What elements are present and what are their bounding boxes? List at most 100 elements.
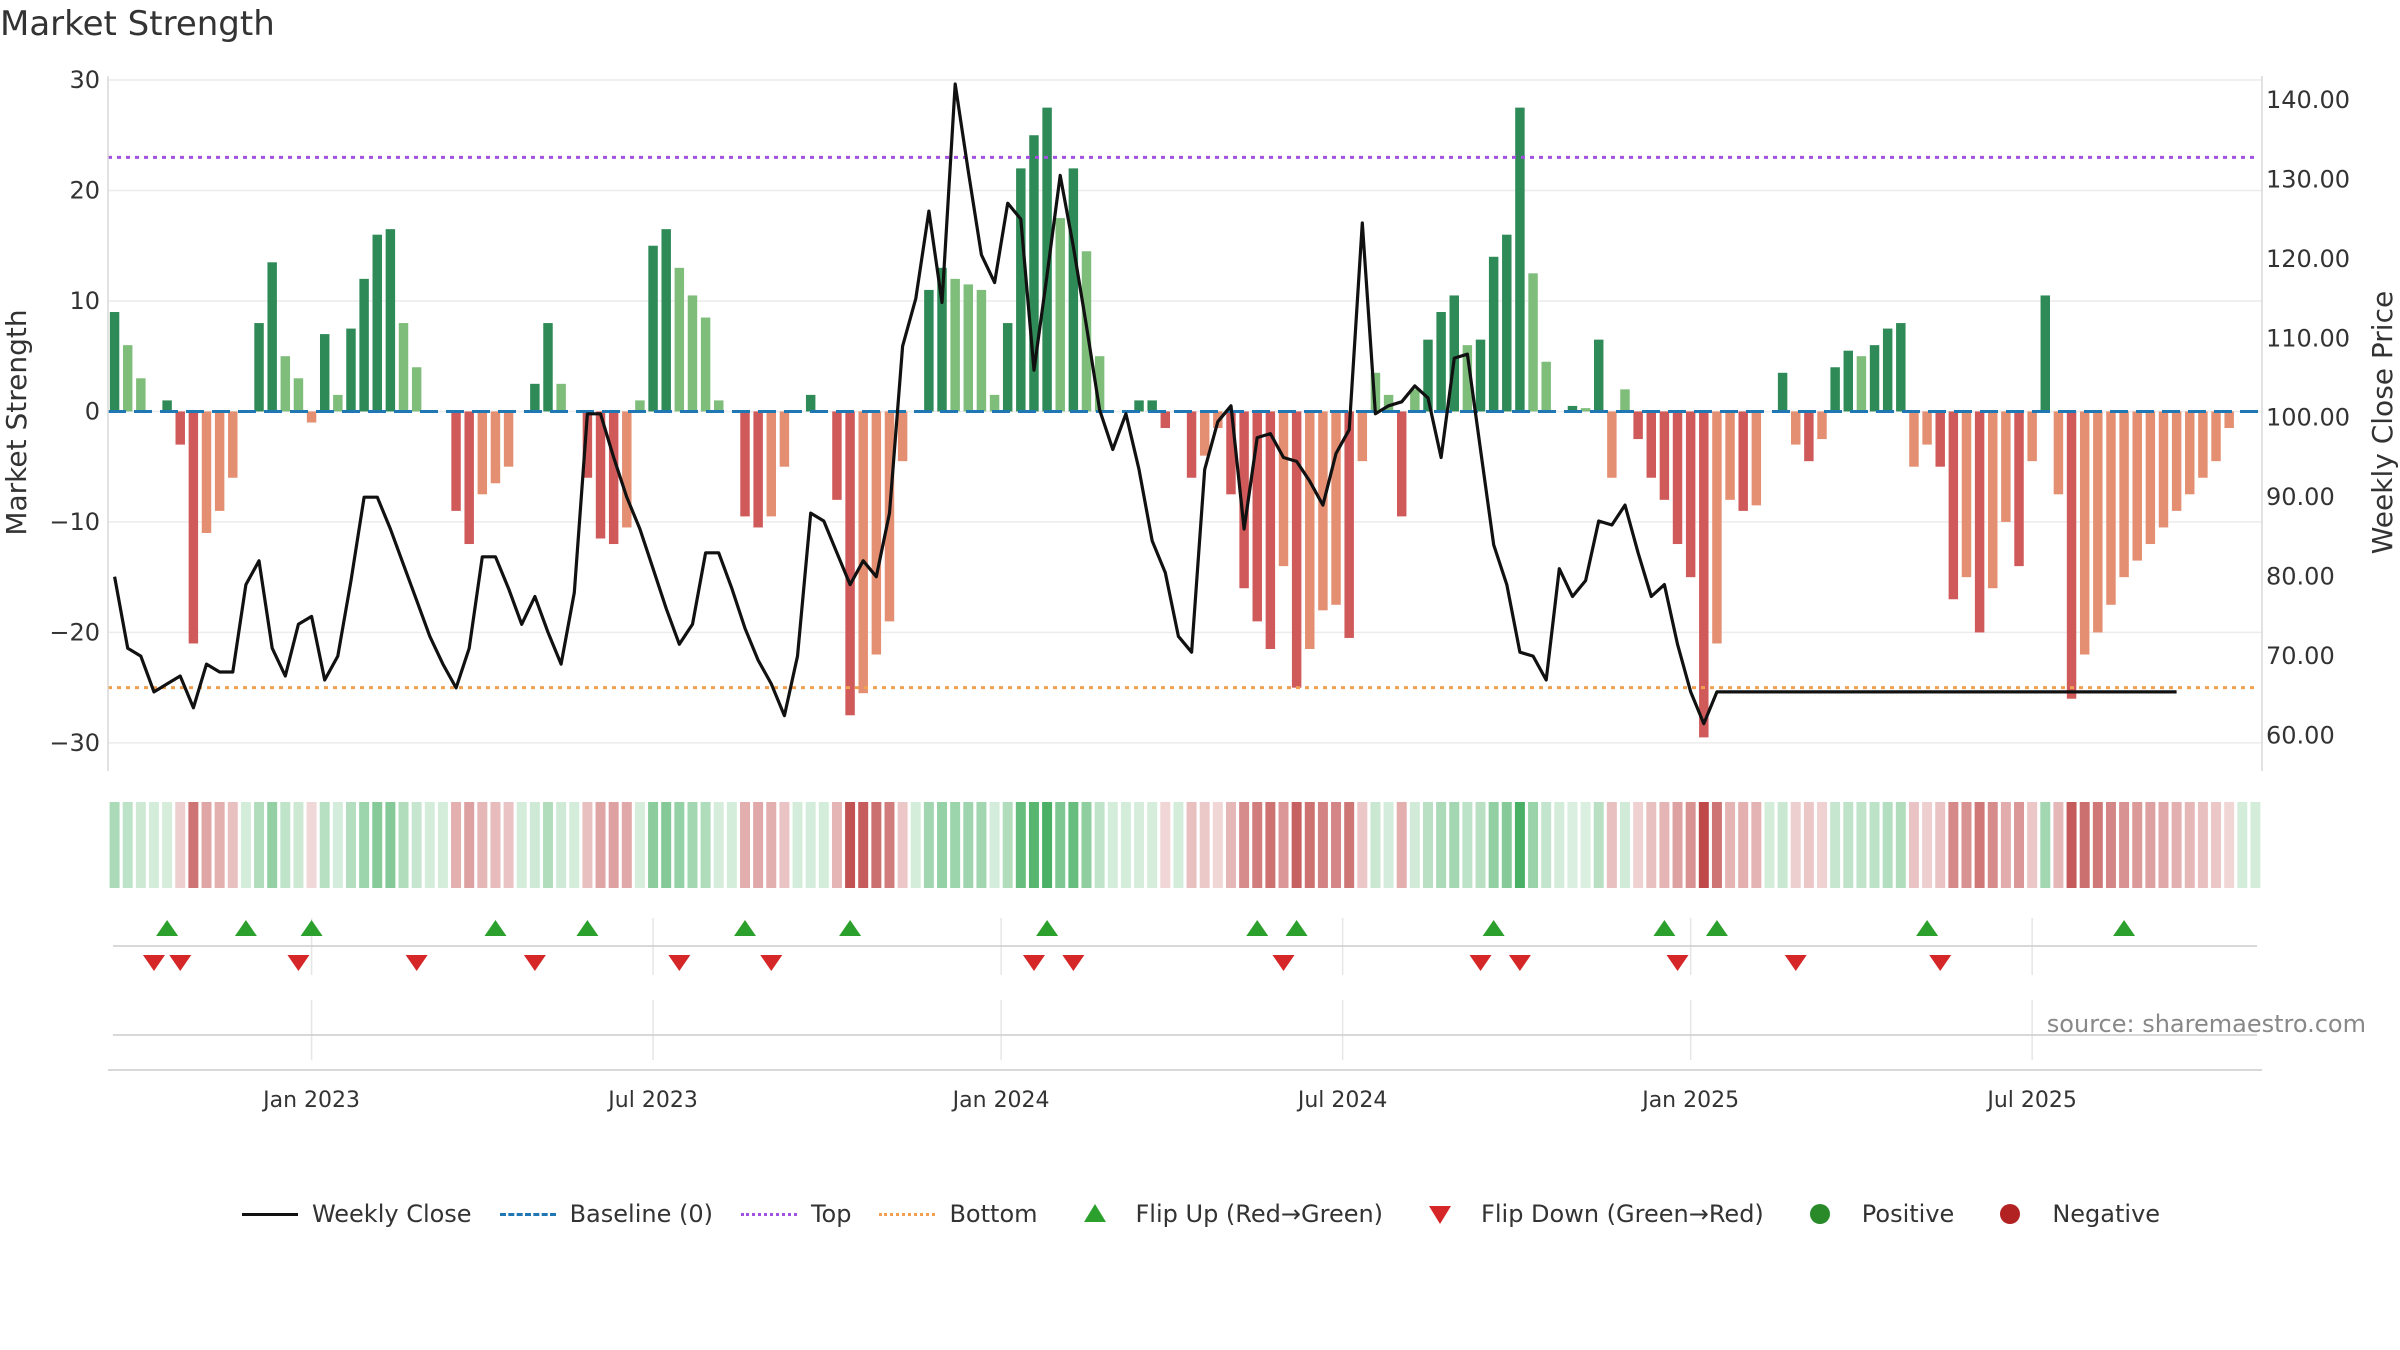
negative-bar — [490, 411, 501, 484]
positive-bar — [1830, 367, 1840, 412]
heat-cell — [437, 802, 448, 888]
legend-label: Weekly Close — [311, 1200, 472, 1228]
heat-cell — [1370, 802, 1381, 888]
heat-cell — [1291, 802, 1302, 888]
heat-cell — [240, 802, 251, 888]
positive-bar — [937, 267, 947, 412]
heat-cell — [2211, 802, 2222, 888]
red-circle-icon — [1980, 1202, 2040, 1226]
heat-cell — [1252, 802, 1263, 888]
positive-bar — [280, 356, 291, 412]
y2-tick-label: 110.00 — [2266, 324, 2350, 352]
heat-cell — [2145, 802, 2156, 888]
heat-cell — [569, 802, 580, 888]
negative-bar — [1659, 411, 1670, 500]
heat-cell — [753, 802, 764, 888]
y2-tick-label: 60.00 — [2266, 722, 2335, 750]
flip-down-marker — [1022, 955, 1045, 971]
heat-cell — [845, 802, 856, 888]
legend-bottom[interactable]: Bottom — [877, 1200, 1038, 1228]
heat-cell — [713, 802, 724, 888]
heat-cell — [1160, 802, 1171, 888]
heat-cell — [976, 802, 987, 888]
heat-cell — [201, 802, 212, 888]
negative-bar — [1804, 411, 1814, 462]
heat-cell — [2000, 802, 2011, 888]
heat-cell — [634, 802, 645, 888]
positive-bar — [1475, 339, 1486, 412]
legend-label: Positive — [1861, 1200, 1955, 1228]
heat-cell — [214, 802, 225, 888]
legend-baseline[interactable]: Baseline (0) — [498, 1200, 713, 1228]
legend-weekly-close[interactable]: Weekly Close — [240, 1200, 472, 1228]
negative-bar — [858, 411, 868, 694]
flip-up-marker — [156, 920, 179, 936]
negative-bar — [464, 411, 474, 545]
flip-up-marker — [484, 920, 507, 936]
positive-bar — [1055, 218, 1065, 412]
flip-down-marker — [523, 955, 546, 971]
heat-cell — [1357, 802, 1368, 888]
heat-cell — [582, 802, 593, 888]
axes: 30 20 10 0 −10 −20 −30 140.00 130.00 120.00 110.00… — [0, 66, 2399, 771]
flip-down-marker — [405, 955, 428, 971]
heat-cell — [1304, 802, 1315, 888]
negative-bar — [622, 411, 632, 528]
y-tick-label: 30 — [69, 66, 100, 94]
positive-bar — [162, 400, 172, 412]
y-tick-label: −20 — [49, 618, 100, 646]
flip-markers — [113, 920, 2257, 971]
heat-cell — [989, 802, 1000, 888]
flip-down-marker — [760, 955, 783, 971]
heat-cell — [1908, 802, 1919, 888]
heat-cell — [1620, 802, 1630, 888]
heat-cell — [1698, 802, 1709, 888]
positive-bar — [1528, 273, 1538, 412]
legend-label: Negative — [2052, 1200, 2161, 1228]
legend-negative[interactable]: Negative — [1980, 1200, 2160, 1228]
legend-top[interactable]: Top — [739, 1200, 851, 1228]
legend-positive[interactable]: Positive — [1790, 1200, 1955, 1228]
heat-cell — [1488, 802, 1499, 888]
negative-bar — [1685, 411, 1696, 578]
heat-cell — [937, 802, 948, 888]
positive-bar — [1620, 389, 1630, 412]
heat-cell — [923, 802, 934, 888]
negative-bar — [1922, 411, 1932, 445]
heat-cell — [345, 802, 356, 888]
legend-flip-down[interactable]: Flip Down (Green→Red) — [1409, 1200, 1764, 1228]
heat-cell — [135, 802, 146, 888]
negative-bar — [1160, 411, 1171, 429]
negative-bar — [1199, 411, 1210, 456]
heat-cell — [1068, 802, 1079, 888]
negative-bar — [214, 411, 225, 511]
heat-cell — [1278, 802, 1289, 888]
negative-bar — [779, 411, 790, 467]
heat-cell — [1751, 802, 1762, 888]
negative-bar — [595, 411, 606, 539]
heat-cell — [1961, 802, 1972, 888]
heat-cell — [162, 802, 173, 888]
legend-flip-up[interactable]: Flip Up (Red→Green) — [1064, 1200, 1383, 1228]
positive-bar — [1515, 107, 1525, 412]
heat-cell — [2014, 802, 2025, 888]
heat-cell — [1817, 802, 1827, 888]
positive-bar — [346, 328, 356, 412]
positive-bar — [1593, 339, 1604, 412]
heat-cell — [2027, 802, 2038, 888]
negative-bar — [1672, 411, 1683, 545]
flip-up-marker — [234, 920, 257, 936]
source-credit: source: sharemaestro.com — [2046, 1010, 2366, 1038]
heat-cell — [1436, 802, 1447, 888]
negative-bar — [1633, 411, 1643, 440]
heat-cell — [293, 802, 304, 888]
strength-bars — [109, 107, 2234, 738]
y-tick-label: −10 — [49, 508, 100, 536]
positive-bar — [1843, 350, 1854, 412]
heat-cell — [1212, 802, 1223, 888]
negative-bar — [2001, 411, 2011, 522]
heat-cell — [1409, 802, 1420, 888]
flip-down-marker — [1062, 955, 1085, 971]
flip-up-marker — [1705, 920, 1728, 936]
heat-cell — [608, 802, 619, 888]
